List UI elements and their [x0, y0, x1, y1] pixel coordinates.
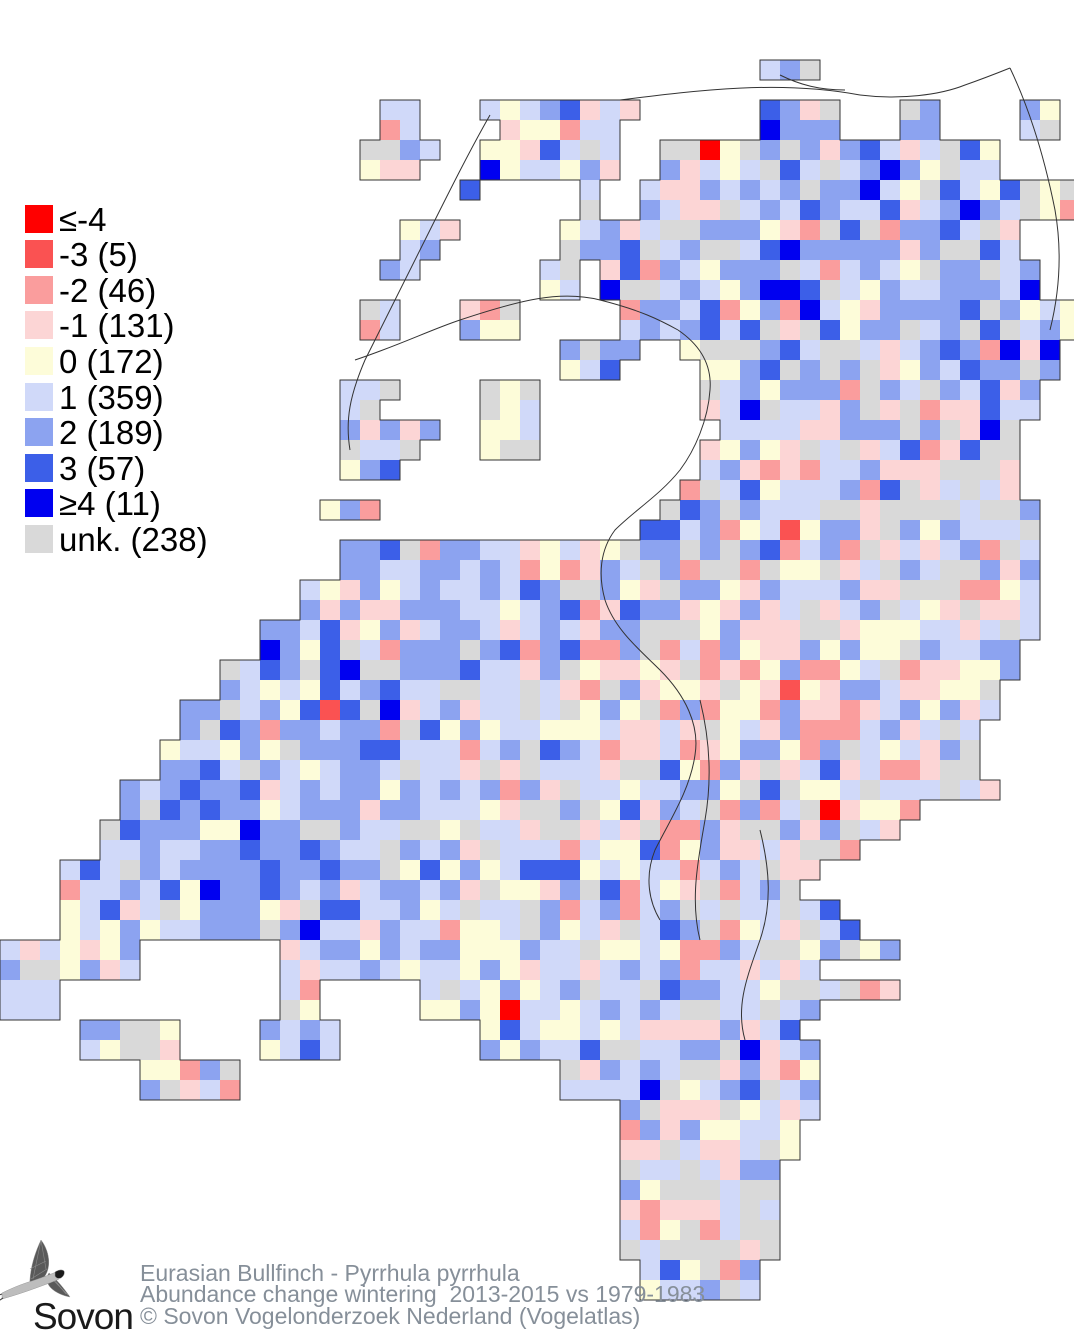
svg-text:Sovon: Sovon	[33, 1296, 133, 1337]
